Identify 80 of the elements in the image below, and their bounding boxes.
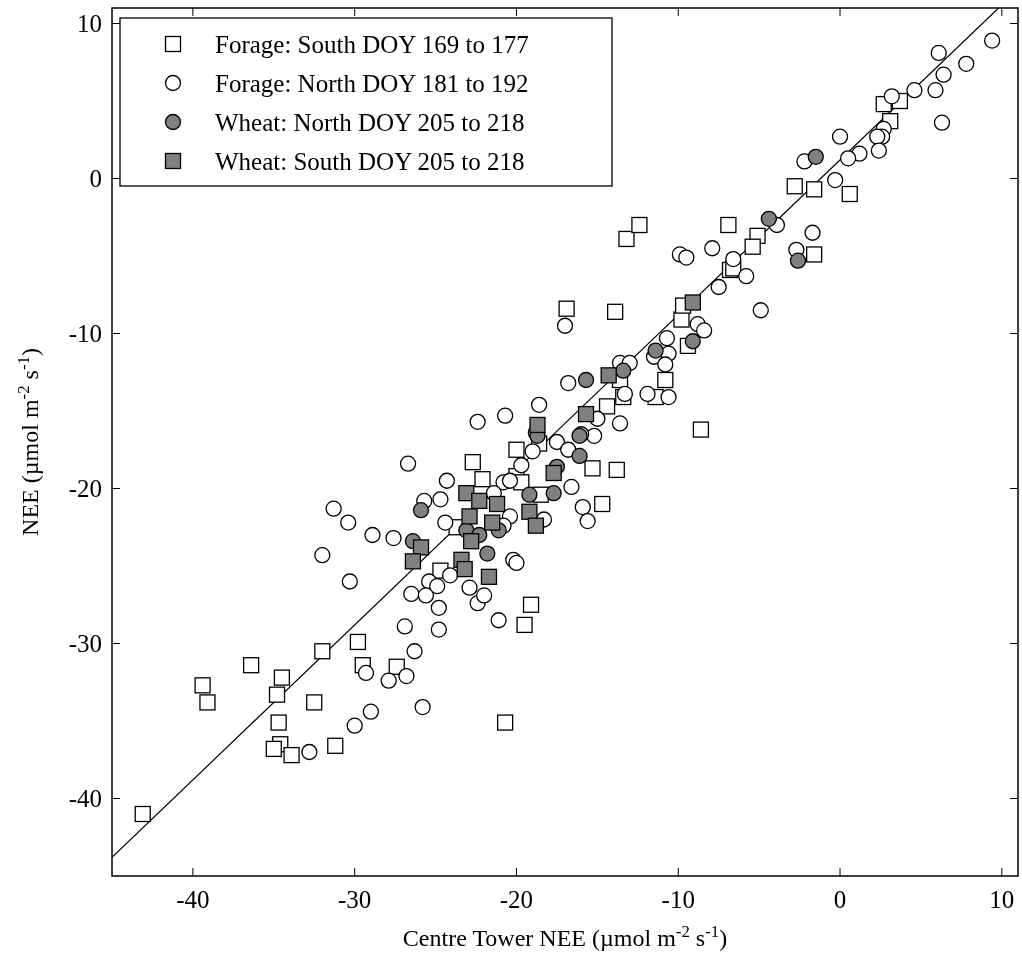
point (521, 486, 538, 503)
point (516, 616, 533, 634)
point (471, 492, 488, 510)
point (508, 441, 525, 458)
y-tick-label: -40 (68, 784, 102, 812)
point (545, 485, 562, 502)
point (283, 746, 300, 764)
x-axis-title: Centre Tower NEE (µmol m$^{-2}$ s$^{-1}$) (402, 921, 728, 951)
point (464, 454, 481, 471)
point (314, 643, 331, 660)
point (594, 495, 611, 513)
point (545, 464, 562, 482)
x-tick-label: 0 (833, 886, 847, 913)
point (268, 686, 286, 703)
point (479, 545, 496, 562)
point (789, 252, 807, 269)
legend-label: Wheat: North DOY 205 to 218 (215, 109, 525, 136)
point (615, 362, 632, 379)
point (807, 148, 824, 165)
x-tick-label: -40 (176, 886, 210, 913)
point (521, 503, 538, 520)
point (456, 560, 473, 578)
y-tick-label: 0 (89, 164, 102, 192)
point (760, 210, 777, 227)
point (607, 303, 624, 320)
point (461, 508, 478, 525)
point (242, 657, 260, 674)
x-tick-label: -10 (661, 886, 695, 913)
y-tick-label: -30 (68, 629, 102, 657)
point (806, 246, 823, 263)
point (522, 596, 540, 613)
point (657, 371, 674, 389)
point (488, 495, 506, 513)
point (684, 333, 701, 350)
point (558, 300, 575, 317)
point (404, 553, 422, 570)
point (273, 669, 291, 686)
point (608, 461, 625, 479)
point (744, 238, 761, 255)
point (306, 694, 323, 711)
point (600, 367, 617, 384)
point (199, 694, 216, 711)
point (412, 539, 430, 556)
point (463, 533, 480, 550)
point (474, 471, 491, 488)
point (647, 342, 664, 359)
point (327, 737, 344, 754)
point (631, 216, 648, 234)
point (134, 805, 151, 823)
y-tick-label: -10 (68, 319, 102, 347)
point (412, 502, 430, 519)
point (577, 405, 595, 423)
y-tick-label: -20 (68, 474, 102, 502)
point (618, 230, 635, 248)
legend-label: Forage: North DOY 181 to 192 (215, 70, 529, 97)
point (720, 216, 737, 234)
point (577, 371, 595, 389)
point (806, 181, 823, 198)
point (527, 517, 545, 534)
point (480, 568, 498, 585)
point (270, 714, 287, 731)
legend-label: Wheat: South DOY 205 to 218 (215, 148, 525, 175)
point (786, 178, 803, 195)
y-tick-label: 10 (77, 9, 102, 37)
x-tick-label: -20 (499, 886, 534, 913)
point (265, 740, 282, 758)
point (692, 421, 710, 438)
point (584, 460, 601, 477)
point (571, 447, 588, 465)
legend-label: Forage: South DOY 169 to 177 (215, 31, 529, 58)
x-tick-label: 10 (989, 886, 1015, 913)
point (496, 714, 514, 731)
point (194, 677, 211, 694)
point (684, 294, 701, 311)
point (598, 398, 616, 415)
point (841, 185, 858, 203)
point (484, 514, 501, 531)
point (349, 633, 367, 651)
x-tick-label: -30 (338, 886, 372, 913)
point (529, 416, 546, 434)
